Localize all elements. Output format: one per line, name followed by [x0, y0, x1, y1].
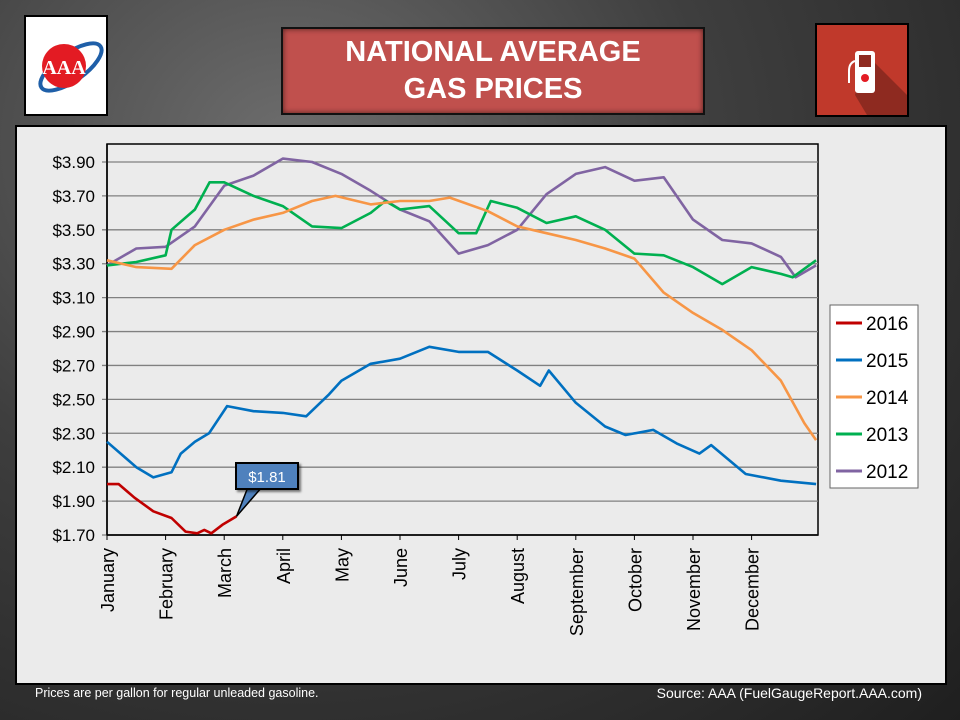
y-tick-label: $3.50: [52, 221, 95, 240]
legend-label-2016: 2016: [866, 314, 908, 335]
y-tick-label: $2.30: [52, 424, 95, 443]
y-tick-label: $3.30: [52, 255, 95, 274]
price-callout: $1.81: [235, 462, 299, 517]
series-line-2014: [106, 194, 818, 441]
legend: 2016 2015 2014 2013 2012: [829, 304, 919, 489]
series-line-2013: [106, 181, 817, 286]
gas-pump-icon: [848, 51, 907, 115]
legend-label-2015: 2015: [866, 351, 908, 372]
aaa-logo: AAA: [24, 15, 108, 116]
svg-text:AAA: AAA: [42, 57, 86, 79]
footer-source: Source: AAA (FuelGaugeReport.AAA.com): [656, 685, 922, 701]
plot-area: [106, 143, 819, 536]
y-tick-label: $3.70: [52, 187, 95, 206]
y-tick-label: $2.90: [52, 323, 95, 342]
y-tick-label: $3.10: [52, 289, 95, 308]
gas-pump-badge: [815, 23, 909, 117]
series-line-2015: [106, 345, 817, 486]
x-tick-label: February: [157, 548, 177, 620]
x-tick-label: August: [508, 548, 528, 604]
series-line-2016: [107, 482, 238, 535]
x-tick-label: March: [215, 548, 235, 598]
x-tick-label: September: [567, 548, 587, 636]
legend-label-2013: 2013: [866, 425, 908, 446]
aaa-logo-icon: AAA: [38, 41, 104, 93]
x-tick-label: July: [450, 548, 470, 580]
x-tick-label: December: [743, 548, 763, 631]
x-tick-label: November: [684, 548, 704, 631]
callout-label: $1.81: [248, 469, 286, 486]
footer-note: Prices are per gallon for regular unlead…: [35, 686, 319, 700]
x-tick-label: June: [391, 548, 411, 587]
title-line-2: GAS PRICES: [403, 73, 583, 105]
legend-label-2012: 2012: [866, 462, 908, 483]
title-banner: NATIONAL AVERAGE GAS PRICES: [281, 27, 705, 115]
y-tick-label: $1.70: [52, 526, 95, 545]
legend-label-2014: 2014: [866, 388, 909, 409]
title-line-1: NATIONAL AVERAGE: [345, 36, 641, 68]
x-tick-label: October: [625, 548, 645, 612]
y-tick-label: $1.90: [52, 492, 95, 511]
y-tick-label: $2.70: [52, 356, 95, 375]
x-tick-label: May: [332, 548, 352, 582]
y-tick-label: $2.10: [52, 458, 95, 477]
x-tick-label: April: [274, 548, 294, 584]
y-tick-label: $3.90: [52, 153, 95, 172]
x-tick-label: January: [98, 548, 118, 612]
y-tick-label: $2.50: [52, 390, 95, 409]
